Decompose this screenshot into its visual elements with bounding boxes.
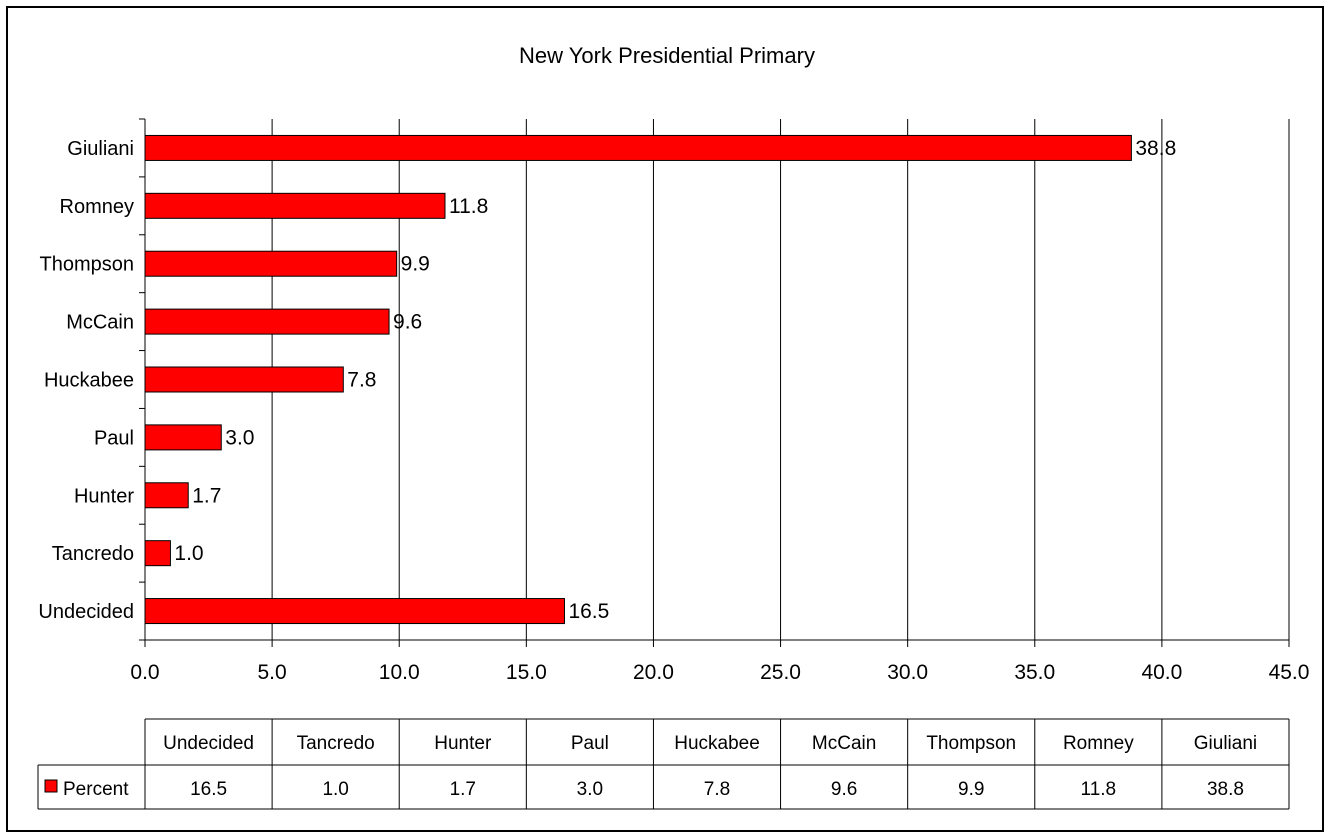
- legend-swatch: [44, 779, 58, 793]
- bar-hunter: [144, 482, 189, 509]
- category-label: Romney: [60, 196, 134, 218]
- bar-paul: [144, 424, 222, 451]
- x-tick-label: 5.0: [258, 661, 287, 684]
- table-header-cell: Tancredo: [297, 733, 375, 754]
- data-label: 1.0: [174, 542, 203, 565]
- bar-huckabee: [144, 366, 344, 393]
- chart-title: New York Presidential Primary: [519, 43, 815, 68]
- category-labels: Giuliani Romney Thompson McCain Huckabee Paul…: [38, 138, 134, 623]
- category-label: McCain: [66, 312, 134, 334]
- x-tick-label: 40.0: [1141, 661, 1182, 684]
- table-value-cell: 38.8: [1207, 779, 1244, 800]
- category-label: Hunter: [74, 485, 134, 507]
- x-tick-label: 45.0: [1269, 661, 1310, 684]
- table-value-cell: 1.7: [450, 779, 476, 800]
- x-tick-label: 30.0: [887, 661, 928, 684]
- table-value-cell: 7.8: [704, 779, 730, 800]
- legend-label: Percent: [63, 779, 129, 800]
- x-tick-label: 35.0: [1014, 661, 1055, 684]
- data-label: 1.7: [192, 484, 221, 507]
- table-header-cell: Undecided: [163, 733, 254, 754]
- table-header-cell: McCain: [812, 733, 876, 754]
- table-value-cell: 3.0: [577, 779, 603, 800]
- table-header-cell: Romney: [1063, 733, 1134, 754]
- table-value-cell: 9.9: [958, 779, 984, 800]
- bars: [144, 134, 1132, 625]
- table-value-cell: 9.6: [831, 779, 857, 800]
- x-tick-label: 20.0: [633, 661, 674, 684]
- axes: [139, 118, 1290, 647]
- category-label: Huckabee: [44, 370, 134, 392]
- table-header-cell: Hunter: [434, 733, 492, 754]
- x-tick-label: 0.0: [130, 661, 159, 684]
- bar-thompson: [144, 250, 398, 277]
- table-value-cell: 1.0: [322, 779, 348, 800]
- table-header-cell: Huckabee: [674, 733, 760, 754]
- table-header-cell: Thompson: [926, 733, 1016, 754]
- data-label: 9.9: [401, 253, 430, 276]
- category-label: Undecided: [38, 601, 134, 623]
- bar-tancredo: [144, 540, 171, 567]
- category-label: Paul: [94, 427, 134, 449]
- table-value-cell: 16.5: [190, 779, 227, 800]
- x-tick-label: 15.0: [506, 661, 547, 684]
- x-tick-labels: 0.0 5.0 10.0 15.0 20.0 25.0 30.0 35.0 40.0 45.0: [130, 661, 1309, 684]
- bar-chart: New York Presidential Primary Giuliani Ro…: [37, 43, 1309, 810]
- data-label: 38.8: [1135, 137, 1176, 160]
- chart-frame: New York Presidential Primary Giuliani Ro…: [6, 6, 1324, 832]
- table-header-cell: Giuliani: [1194, 733, 1257, 754]
- category-label: Tancredo: [52, 543, 134, 565]
- data-labels: 38.8 11.8 9.9 9.6 7.8 3.0 1.7 1.0 16.5: [174, 137, 1176, 623]
- data-label: 3.0: [225, 426, 254, 449]
- x-tick-label: 25.0: [760, 661, 801, 684]
- bar-undecided: [144, 598, 565, 625]
- category-label: Giuliani: [67, 138, 134, 160]
- table-header-cell: Paul: [571, 733, 609, 754]
- bar-mccain: [144, 308, 390, 335]
- data-label: 16.5: [568, 600, 609, 623]
- table-value-cell: 11.8: [1081, 779, 1117, 800]
- bar-giuliani: [144, 134, 1132, 161]
- data-label: 7.8: [347, 369, 376, 392]
- category-label: Thompson: [40, 254, 135, 276]
- bar-romney: [144, 192, 446, 219]
- data-label: 11.8: [449, 195, 488, 218]
- data-label: 9.6: [393, 311, 422, 334]
- x-tick-label: 10.0: [379, 661, 420, 684]
- data-table: Undecided 16.5 Tancredo 1.0 Hunter 1.7 Paul 3.0…: [37, 718, 1290, 810]
